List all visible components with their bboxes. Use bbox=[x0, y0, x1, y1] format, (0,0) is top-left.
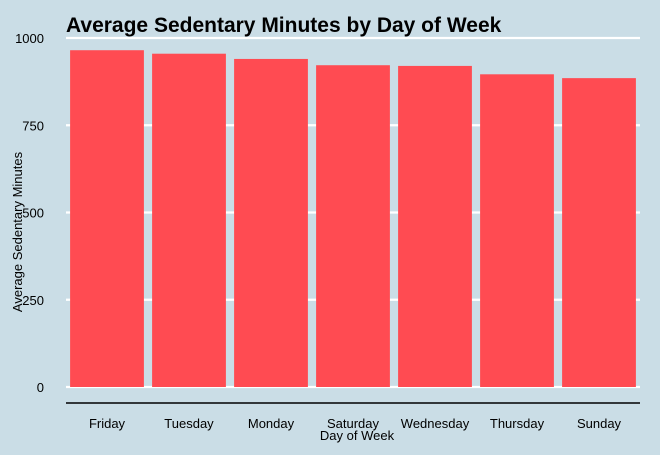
bar-thursday bbox=[480, 74, 554, 388]
bar-friday bbox=[70, 50, 144, 388]
y-axis-title: Average Sedentary Minutes bbox=[10, 151, 25, 312]
x-tick-label: Tuesday bbox=[164, 416, 214, 431]
x-tick-label: Monday bbox=[248, 416, 295, 431]
bar-tuesday bbox=[152, 53, 226, 387]
bar-wednesday bbox=[398, 65, 472, 388]
x-tick-label: Friday bbox=[89, 416, 126, 431]
x-axis-title: Day of Week bbox=[320, 428, 395, 443]
y-tick-label: 750 bbox=[22, 118, 44, 133]
y-tick-label: 0 bbox=[37, 380, 44, 395]
x-tick-label: Thursday bbox=[490, 416, 545, 431]
y-tick-label: 250 bbox=[22, 293, 44, 308]
x-tick-label: Saturday bbox=[327, 416, 380, 431]
bar-monday bbox=[234, 58, 308, 387]
bar-sunday bbox=[562, 78, 636, 387]
x-tick-label: Wednesday bbox=[401, 416, 470, 431]
tick-labels: 0 250 500 750 1000 Friday Tuesday Monday Saturda… bbox=[15, 31, 621, 431]
y-tick-label: 500 bbox=[22, 206, 44, 221]
chart-title: Average Sedentary Minutes by Day of Week bbox=[66, 14, 502, 37]
y-tick-label: 1000 bbox=[15, 31, 44, 46]
bars bbox=[70, 50, 636, 388]
x-tick-label: Sunday bbox=[577, 416, 622, 431]
bar-saturday bbox=[316, 65, 390, 388]
